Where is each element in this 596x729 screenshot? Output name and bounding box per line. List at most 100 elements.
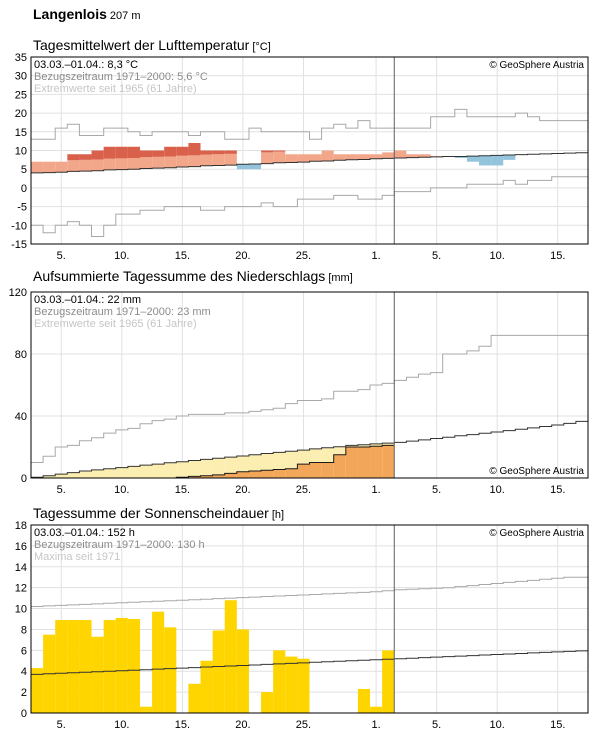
x-tick-label: 20. <box>235 250 250 262</box>
temperature-anomaly-bar <box>466 156 480 162</box>
temperature-unit: [°C] <box>252 41 271 53</box>
sunshine-bar <box>285 656 298 713</box>
x-tick-label: 10. <box>114 250 129 262</box>
x-tick-label: 10. <box>114 484 129 496</box>
temperature-anomaly-bar <box>139 150 153 158</box>
sunshine-bar <box>382 650 395 713</box>
y-tick-label: -10 <box>11 220 27 232</box>
precipitation-deficit-bar <box>333 446 346 455</box>
precipitation-deficit-bar <box>285 451 298 469</box>
temperature-anomaly-bar <box>152 150 165 157</box>
y-tick-label: -5 <box>17 202 27 214</box>
precipitation-deficit-bar <box>200 459 213 476</box>
sunshine-max-line <box>31 576 588 607</box>
precipitation-deficit-bar <box>152 464 165 478</box>
temperature-anomaly-bar <box>406 154 419 158</box>
y-tick-label: 10 <box>15 146 27 158</box>
y-tick-label: 10 <box>15 604 27 616</box>
y-tick-label: 6 <box>21 645 27 657</box>
temperature-anomaly-bar <box>224 153 237 166</box>
sunshine-chart-title: Tagessumme der Sonnenscheindauer [h] <box>33 505 284 521</box>
precipitation-sum-bar <box>382 445 395 478</box>
temperature-anomaly-bar <box>164 156 177 168</box>
precipitation-deficit-bar <box>67 472 80 478</box>
station-title: Langenlois 207 m <box>33 6 140 22</box>
y-tick-label: 0 <box>21 708 27 720</box>
precipitation-sum-bar <box>224 473 237 478</box>
sunshine-bar <box>79 620 92 713</box>
precipitation-chart-title: Aufsummierte Tagessumme des Niederschlag… <box>33 268 353 284</box>
y-tick-label: 0 <box>21 473 27 485</box>
precipitation-deficit-bar <box>79 471 92 478</box>
temperature-anomaly-bar <box>503 154 516 160</box>
sunshine-bar <box>103 620 116 713</box>
temperature-anomaly-bar <box>55 161 68 173</box>
precipitation-deficit-bar <box>139 465 153 478</box>
temperature-anomaly-bar <box>479 155 492 166</box>
temperature-anomaly-bar <box>333 154 346 161</box>
precipitation-sum-bar <box>261 470 274 478</box>
temperature-anomaly-bar <box>261 150 274 153</box>
x-tick-label: 10. <box>490 719 505 729</box>
y-tick-label: 120 <box>9 287 27 299</box>
precipitation-deficit-bar <box>261 453 274 471</box>
precipitation-sum-bar <box>285 468 298 478</box>
temperature-anomaly-bar <box>91 159 104 171</box>
temperature-anomaly-bar <box>176 155 189 167</box>
y-tick-label: 12 <box>15 583 27 595</box>
sunshine-bar <box>200 660 213 713</box>
x-tick-label: 1. <box>372 719 381 729</box>
precipitation-deficit-bar <box>164 462 177 478</box>
temperature-anomaly-bar <box>345 154 358 160</box>
x-tick-label: 5. <box>432 250 441 262</box>
x-tick-label: 15. <box>175 719 190 729</box>
temperature-anomaly-bar <box>188 155 201 167</box>
temperature-anomaly-bar <box>67 160 80 172</box>
plot-frame <box>30 291 589 479</box>
y-tick-label: 18 <box>15 520 27 532</box>
x-tick-label: 25. <box>296 250 311 262</box>
x-tick-label: 15. <box>175 250 190 262</box>
precipitation-deficit-bar <box>103 468 116 478</box>
temperature-anomaly-bar <box>176 146 189 156</box>
precipitation-deficit-bar <box>236 455 249 472</box>
x-tick-label: 25. <box>296 484 311 496</box>
x-tick-label: 5. <box>57 719 66 729</box>
precipitation-deficit-bar <box>321 447 334 463</box>
plot-frame <box>30 56 589 245</box>
x-tick-label: 15. <box>175 484 190 496</box>
temperature-anomaly-bar <box>248 163 262 170</box>
sunshine-bar <box>139 706 153 713</box>
precipitation-sum-bar <box>188 476 201 478</box>
temperature-min-line <box>31 176 588 237</box>
sunshine-bar <box>91 636 104 713</box>
x-tick-label: 5. <box>57 484 66 496</box>
temperature-anomaly-bar <box>139 157 153 169</box>
temperature-anomaly-bar <box>127 157 140 170</box>
precipitation-sum-bar <box>297 464 310 478</box>
x-tick-label: 5. <box>57 250 66 262</box>
y-tick-label: 30 <box>15 71 27 83</box>
precipitation-sum-bar <box>248 471 262 478</box>
precipitation-deficit-bar <box>176 461 189 478</box>
x-tick-label: 10. <box>490 250 505 262</box>
legend-current: 03.03.–01.04.: 152 h <box>34 527 135 539</box>
temperature-anomaly-bar <box>67 154 80 161</box>
precipitation-deficit-bar <box>224 457 237 474</box>
precipitation-deficit-bar <box>370 443 383 447</box>
temperature-anomaly-bar <box>418 154 431 158</box>
y-tick-label: 40 <box>15 411 27 423</box>
legend-reference: Bezugszeitraum 1971–2000: 130 h <box>34 539 205 551</box>
y-tick-label: 0 <box>21 183 27 195</box>
temperature-anomaly-bar <box>103 158 116 170</box>
sunshine-bar <box>55 620 68 713</box>
temperature-anomaly-bar <box>200 150 213 155</box>
temperature-anomaly-bar <box>79 159 92 172</box>
precipitation-sum-bar <box>212 474 225 478</box>
x-tick-label: 15. <box>550 719 565 729</box>
temperature-anomaly-bar <box>491 155 504 166</box>
temperature-anomaly-bar <box>454 156 467 158</box>
station-altitude: 207 m <box>109 10 141 22</box>
plot-frame <box>30 524 589 714</box>
